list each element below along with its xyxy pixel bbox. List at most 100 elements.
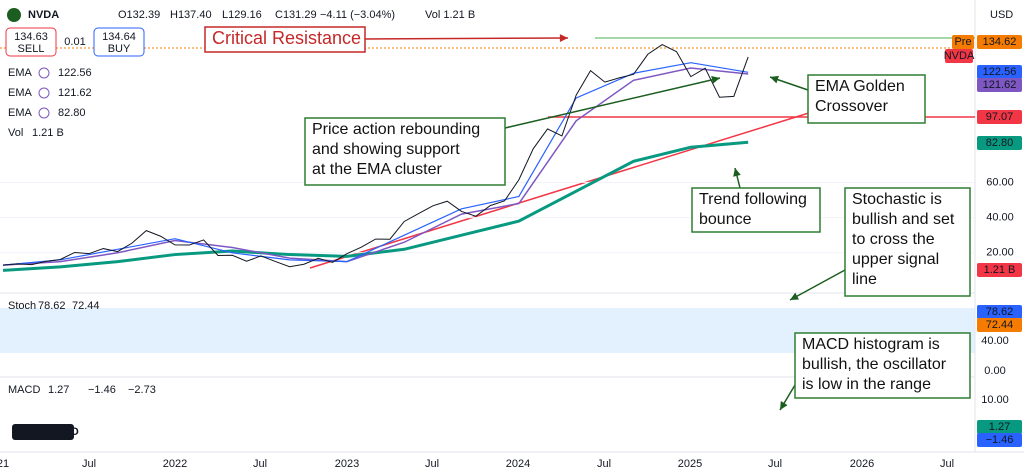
annotation-text: Crossover <box>815 98 889 115</box>
annotation-text: bullish and set <box>852 211 955 228</box>
price-tick-label: 40.00 <box>986 212 1014 224</box>
stoch-name: Stoch <box>8 300 36 312</box>
symbol-logo <box>7 8 21 22</box>
arrow-head <box>733 168 741 177</box>
ohlc-low: L129.16 <box>222 9 262 21</box>
time-tick-label: 21 <box>0 458 9 470</box>
annotation-text: bullish, the oscillator <box>802 356 947 373</box>
arrow-head <box>790 292 799 300</box>
indicator-icon <box>38 67 50 79</box>
annotation-box <box>304 117 506 186</box>
badge-label: NVDA <box>944 50 975 62</box>
indicator-value: 121.62 <box>58 87 92 99</box>
sell-price: 134.63 <box>14 31 48 43</box>
annotation-text: Price action rebounding <box>312 121 480 138</box>
macd-value: 1.27 <box>48 384 69 396</box>
badge-label: 121.62 <box>983 79 1017 91</box>
arrow-head <box>559 34 568 42</box>
price-badge <box>977 65 1022 79</box>
annotation-text: Trend following <box>699 191 807 208</box>
time-tick-label: Jul <box>768 458 782 470</box>
annotation-text: bounce <box>699 211 752 228</box>
close-line <box>2 44 749 268</box>
price-badge <box>977 263 1022 277</box>
badge-label: 134.62 <box>983 36 1017 48</box>
annotation-text: to cross the <box>852 231 935 248</box>
macd-value: −1.46 <box>88 384 116 396</box>
indicator-name: EMA <box>8 67 33 79</box>
sell-button <box>5 27 57 57</box>
stoch-tick-label: 40.00 <box>981 335 1009 347</box>
stoch-tick-label: 0.00 <box>984 365 1005 377</box>
annotation-text: Critical Resistance <box>212 28 361 48</box>
annotation-text: upper signal <box>852 251 939 268</box>
ema-mid-line <box>2 67 749 266</box>
spread: 0.01 <box>64 36 85 48</box>
trend-line <box>309 111 813 269</box>
price-badge <box>945 49 973 63</box>
time-tick-label: Jul <box>253 458 267 470</box>
price-badge <box>977 420 1022 434</box>
price-badge <box>977 318 1022 332</box>
volume-name: Vol <box>8 127 23 139</box>
time-tick-label: Jul <box>940 458 954 470</box>
arrow-head <box>780 401 788 410</box>
badge-label: 78.62 <box>986 306 1014 318</box>
buy-price: 134.64 <box>102 31 136 43</box>
ui: 20.00 40.00 60.00 21 Jul 2022 Jul 2023 Jul 2024 Ju… <box>0 8 1022 470</box>
sell-label: SELL <box>18 43 45 55</box>
price-badge <box>952 35 974 49</box>
badge-label: 82.80 <box>986 137 1014 149</box>
price-badge <box>977 78 1022 92</box>
buy-label: BUY <box>108 43 131 55</box>
annotation-text: at the EMA cluster <box>312 161 443 178</box>
time-tick-label: 2023 <box>335 458 359 470</box>
indicator-name: EMA <box>8 107 33 119</box>
time-tick-label: Jul <box>425 458 439 470</box>
ema-fast-line <box>2 62 749 266</box>
buy-button <box>93 27 145 57</box>
logo: PRO <box>55 426 79 438</box>
price-badge <box>977 110 1022 124</box>
plot <box>0 44 975 272</box>
annotation-box <box>691 187 821 233</box>
macd-tick-label: 10.00 <box>981 394 1009 406</box>
price-badge <box>977 433 1022 447</box>
macd-value: −2.73 <box>128 384 156 396</box>
indicator-value: 82.80 <box>58 107 86 119</box>
price-badge <box>977 136 1022 150</box>
ohlc-volume: Vol 1.21 B <box>425 9 475 21</box>
indicator-icon <box>38 87 50 99</box>
price-tick-label: 20.00 <box>986 247 1014 259</box>
ohlc-high: H137.40 <box>170 9 212 21</box>
annotation-text: MACD histogram is <box>802 336 940 353</box>
annotation-text: is low in the range <box>802 376 931 393</box>
time-tick-label: 2022 <box>163 458 187 470</box>
ohlc-open: O132.39 <box>118 9 160 21</box>
annotation-box <box>794 332 971 399</box>
annotation-text: line <box>852 271 877 288</box>
annotation-text: Stochastic is <box>852 191 942 208</box>
badge-label: 122.56 <box>983 66 1017 78</box>
price-badge <box>977 35 1022 49</box>
badge-label: −1.46 <box>986 434 1014 446</box>
arrow-head <box>770 75 779 84</box>
stoch-d: 72.44 <box>72 300 100 312</box>
arrow-head <box>711 76 720 84</box>
annotation-arrow <box>364 37 569 40</box>
time-tick-label: 2024 <box>506 458 530 470</box>
badge-label: 97.07 <box>986 111 1014 123</box>
indicator-icon <box>38 107 50 119</box>
badge-label: Pre <box>954 36 971 48</box>
ohlc-change: −4.11 (−3.04%) <box>320 9 395 21</box>
badge-label: 1.27 <box>989 421 1010 433</box>
volume-value: 1.21 B <box>32 127 64 139</box>
annotation-arrow <box>504 77 721 129</box>
price-tick-label: 60.00 <box>986 176 1014 188</box>
annotation-text: EMA Golden <box>815 78 905 95</box>
annotation-box <box>807 74 926 124</box>
indicator-value: 122.56 <box>58 67 92 79</box>
time-tick-label: 2026 <box>850 458 874 470</box>
annotation-arrow <box>789 269 846 301</box>
